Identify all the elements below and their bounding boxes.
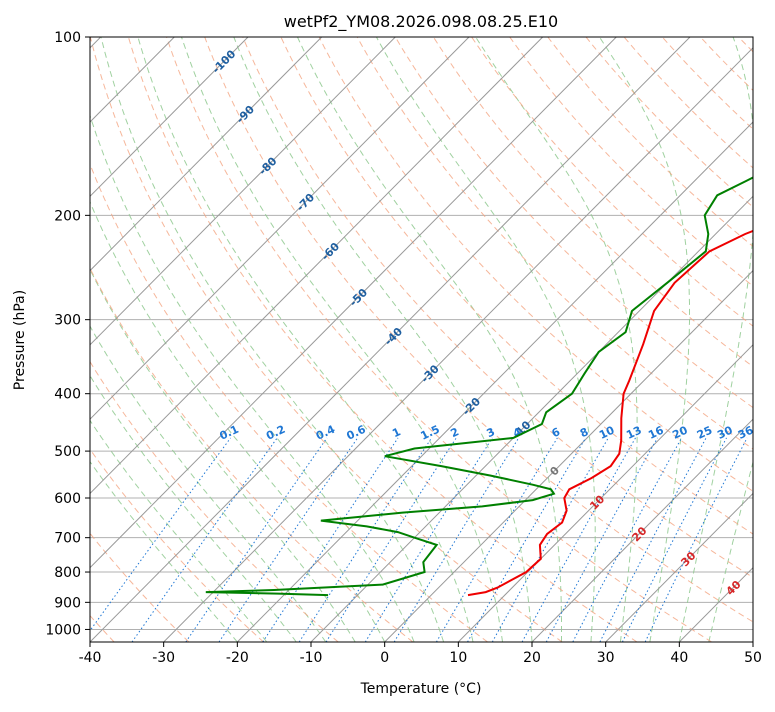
x-tick-label: -30	[152, 650, 175, 666]
x-tick-label: -40	[79, 650, 102, 666]
y-axis-title: Pressure (hPa)	[12, 290, 28, 390]
x-tick-label: 40	[670, 650, 688, 666]
x-tick-label: 0	[380, 650, 389, 666]
x-tick-label: 20	[523, 650, 541, 666]
x-axis-title: Temperature (°C)	[360, 681, 482, 697]
y-tick-label: 800	[54, 565, 81, 581]
x-tick-label: 10	[449, 650, 467, 666]
y-tick-label: 400	[54, 387, 81, 403]
x-tick-label: -20	[226, 650, 249, 666]
y-tick-label: 600	[54, 491, 81, 507]
y-tick-label: 700	[54, 531, 81, 547]
y-tick-label: 200	[54, 208, 81, 224]
x-tick-label: 50	[744, 650, 762, 666]
y-tick-label: 500	[54, 444, 81, 460]
x-tick-label: 30	[597, 650, 615, 666]
chart-title: wetPf2_YM08.2026.098.08.25.E10	[284, 12, 558, 32]
y-tick-label: 900	[54, 595, 81, 611]
y-tick-label: 300	[54, 313, 81, 329]
x-tick-label: -10	[300, 650, 323, 666]
y-tick-label: 1000	[45, 622, 81, 638]
y-tick-label: 100	[54, 30, 81, 46]
